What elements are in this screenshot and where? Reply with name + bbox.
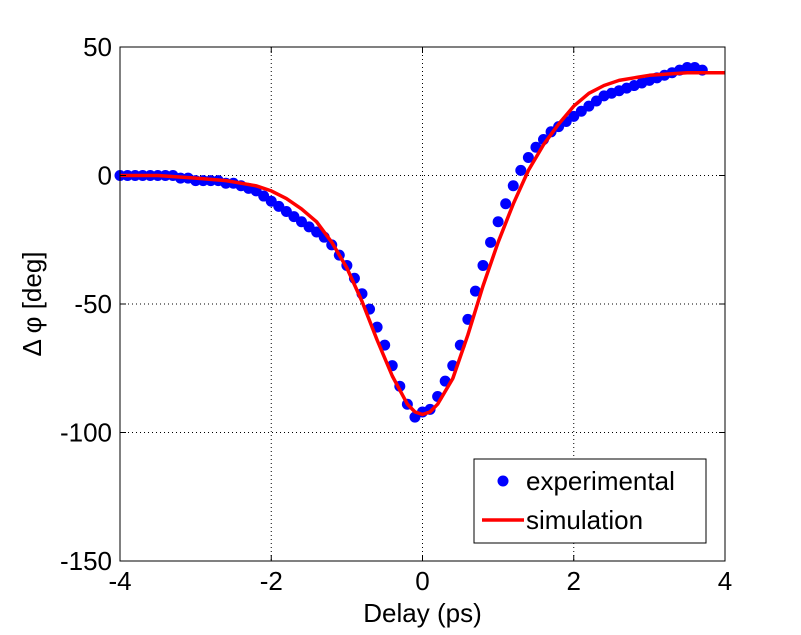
experimental-point bbox=[507, 180, 519, 192]
x-tick-label: 0 bbox=[415, 566, 429, 596]
experimental-point bbox=[500, 198, 512, 210]
legend-label-experimental: experimental bbox=[526, 466, 675, 496]
legend-label-simulation: simulation bbox=[526, 505, 643, 535]
x-axis-label: Delay (ps) bbox=[363, 598, 481, 628]
experimental-point bbox=[485, 236, 497, 248]
legend-box bbox=[473, 458, 707, 544]
x-tick-label: -4 bbox=[108, 566, 131, 596]
simulation-line bbox=[120, 70, 725, 417]
experimental-point bbox=[515, 164, 527, 176]
y-axis-label: Δ φ [deg] bbox=[17, 251, 47, 356]
y-tick-label: -100 bbox=[60, 418, 112, 448]
plot-area bbox=[114, 62, 725, 423]
experimental-point bbox=[681, 62, 693, 74]
x-tick-label: 4 bbox=[718, 566, 732, 596]
y-tick-label: -50 bbox=[74, 289, 112, 319]
x-tick-label: 2 bbox=[567, 566, 581, 596]
y-tick-label: 50 bbox=[83, 32, 112, 62]
y-tick-label: -150 bbox=[60, 546, 112, 576]
grid bbox=[120, 47, 725, 561]
experimental-point bbox=[469, 285, 481, 297]
experimental-point bbox=[477, 259, 489, 271]
experimental-point bbox=[522, 152, 534, 164]
y-tick-label: 0 bbox=[98, 161, 112, 191]
experimental-point bbox=[492, 216, 504, 228]
legend: experimental simulation bbox=[473, 458, 707, 544]
legend-marker-experimental bbox=[497, 475, 509, 487]
x-tick-label: -2 bbox=[260, 566, 283, 596]
axis-ticks: -4 -2 0 2 4 -150 -100 -50 0 50 bbox=[60, 32, 732, 596]
